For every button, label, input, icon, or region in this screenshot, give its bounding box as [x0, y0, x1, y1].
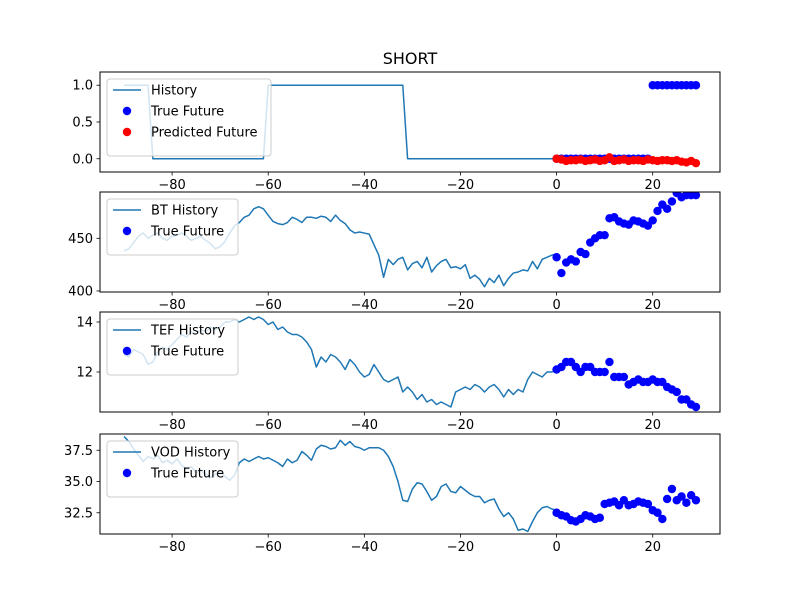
- data-point: [662, 204, 672, 214]
- data-point: [595, 513, 605, 522]
- legend-label: True Future: [150, 225, 224, 240]
- data-point: [691, 158, 701, 168]
- x-tick-label: −60: [254, 298, 281, 313]
- legend-label: VOD History: [151, 446, 231, 461]
- panel-2: −80 −60 −40 −20 0 20 400 450 BT History True Futu…: [68, 191, 721, 313]
- data-point: [648, 216, 657, 225]
- x-tick-label: −20: [447, 298, 474, 313]
- series-line-0: [124, 84, 557, 160]
- x-tick-label: −80: [158, 178, 185, 193]
- data-point: [662, 494, 672, 504]
- data-point: [677, 492, 686, 501]
- x-tick-label: 0: [552, 178, 560, 193]
- data-point: [605, 357, 614, 367]
- x-tick-label: 0: [552, 418, 560, 433]
- panel-1: −80 −60 −40 −20 0 20 0.0 0.5 1.0 History True Futu…: [72, 71, 721, 193]
- data-point: [552, 253, 561, 262]
- x-tick-label: −80: [158, 298, 185, 313]
- x-tick-label: 0: [552, 540, 560, 555]
- data-point: [653, 508, 662, 517]
- x-tick-label: −40: [351, 178, 378, 193]
- legend-marker-swatch: [122, 106, 132, 116]
- y-tick-label: 32.5: [64, 506, 93, 521]
- data-point: [682, 498, 691, 507]
- data-point: [672, 387, 681, 397]
- x-tick-label: −40: [351, 540, 378, 555]
- legend-label: True Future: [150, 105, 224, 120]
- data-point: [667, 197, 677, 206]
- x-tick-label: 20: [644, 178, 661, 193]
- y-tick-label: 14: [76, 316, 93, 331]
- axes-frame: [99, 311, 721, 413]
- legend-box: [106, 78, 272, 157]
- data-point: [600, 230, 609, 240]
- x-tick-label: 0: [552, 298, 560, 313]
- legend-label: Predicted Future: [151, 126, 258, 141]
- x-tick-label: −20: [447, 540, 474, 555]
- data-point: [691, 402, 701, 412]
- x-tick-label: −40: [351, 298, 378, 313]
- data-point: [691, 81, 701, 90]
- data-point: [691, 496, 701, 505]
- y-tick-label: 400: [68, 284, 93, 299]
- legend-label: BT History: [151, 204, 219, 219]
- plot-area: [123, 435, 701, 533]
- x-tick-label: 20: [644, 540, 661, 555]
- x-tick-label: −60: [254, 540, 281, 555]
- x-tick-label: −60: [254, 178, 281, 193]
- data-point: [581, 249, 590, 259]
- legend-marker-swatch: [122, 346, 132, 356]
- x-tick-label: 20: [644, 298, 661, 313]
- data-point: [691, 192, 701, 200]
- data-point: [643, 499, 653, 509]
- chart-title: SHORT: [383, 49, 438, 68]
- legend-label: TEF History: [150, 324, 225, 339]
- data-point: [658, 514, 667, 524]
- x-tick-label: −60: [254, 418, 281, 433]
- y-tick-label: 0.5: [72, 116, 93, 131]
- y-tick-label: 1.0: [72, 79, 93, 94]
- legend-box: [106, 318, 239, 376]
- legend-label: True Future: [150, 345, 224, 360]
- panel-3: −80 −60 −40 −20 0 20 12 14 TEF History True Futur…: [76, 311, 721, 433]
- x-tick-label: 20: [644, 418, 661, 433]
- data-point: [653, 206, 662, 216]
- plot-area: [124, 81, 701, 168]
- legend-box: [106, 198, 239, 256]
- legend-label: True Future: [150, 467, 224, 482]
- legend-box: [106, 440, 239, 498]
- x-tick-label: −40: [351, 418, 378, 433]
- axes-frame: [99, 433, 721, 535]
- y-tick-label: 450: [68, 232, 93, 247]
- y-tick-label: 0.0: [72, 152, 93, 167]
- x-tick-label: −80: [158, 540, 185, 555]
- panel-4: −80 −60 −40 −20 0 20 32.5 35.0 37.5 VOD History Tr…: [64, 433, 721, 555]
- legend-marker-swatch: [122, 468, 132, 478]
- x-tick-label: −20: [447, 418, 474, 433]
- data-point: [557, 268, 566, 278]
- data-point: [619, 372, 629, 382]
- data-point: [571, 257, 581, 266]
- legend-label: History: [151, 84, 198, 99]
- y-tick-label: 35.0: [64, 475, 93, 490]
- data-point: [667, 484, 677, 494]
- x-tick-label: −20: [447, 178, 474, 193]
- legend-marker-swatch: [122, 127, 132, 137]
- axes-frame: [99, 191, 721, 293]
- data-point: [600, 367, 609, 377]
- legend-marker-swatch: [122, 226, 132, 236]
- x-tick-label: −80: [158, 418, 185, 433]
- y-tick-label: 37.5: [64, 444, 93, 459]
- y-tick-label: 12: [76, 366, 93, 381]
